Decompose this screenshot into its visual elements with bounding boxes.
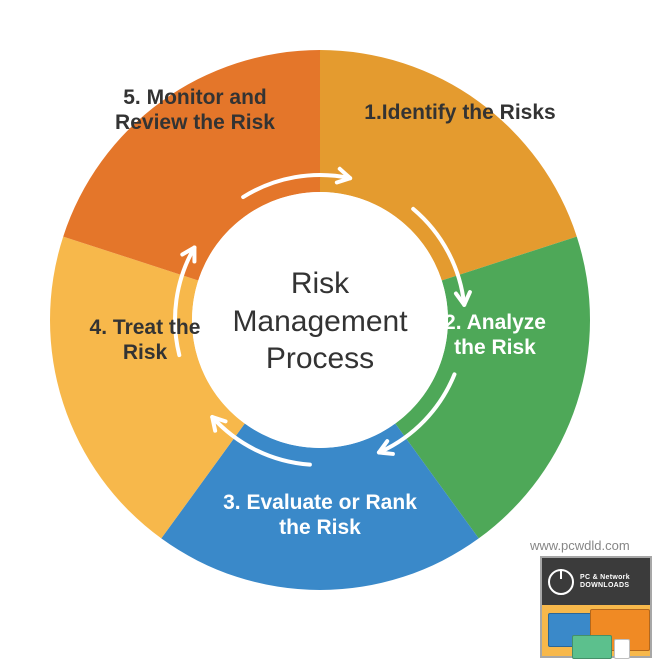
diagram-canvas: RiskManagementProcess 1.Identify the Ris… (0, 0, 672, 672)
footer-url: www.pcwdld.com (530, 538, 630, 553)
brand-logo-text: PC & Network DOWNLOADS (580, 574, 630, 589)
segment-label-analyze: 2. Analyzethe Risk (400, 310, 590, 360)
power-icon (548, 569, 574, 595)
segment-label-monitor: 5. Monitor andReview the Risk (90, 85, 300, 135)
brand-logo-line1: PC & Network (580, 574, 630, 581)
segment-label-evaluate: 3. Evaluate or Rankthe Risk (205, 490, 435, 540)
brand-logo-top: PC & Network DOWNLOADS (542, 558, 650, 605)
logo-device-3 (614, 639, 630, 659)
brand-logo-line2: DOWNLOADS (580, 582, 630, 589)
brand-logo-bottom (542, 605, 650, 656)
logo-device-2 (572, 635, 612, 659)
segment-label-treat: 4. Treat theRisk (55, 315, 235, 365)
segment-label-identify: 1.Identify the Risks (350, 100, 570, 125)
brand-logo: PC & Network DOWNLOADS (540, 556, 652, 658)
